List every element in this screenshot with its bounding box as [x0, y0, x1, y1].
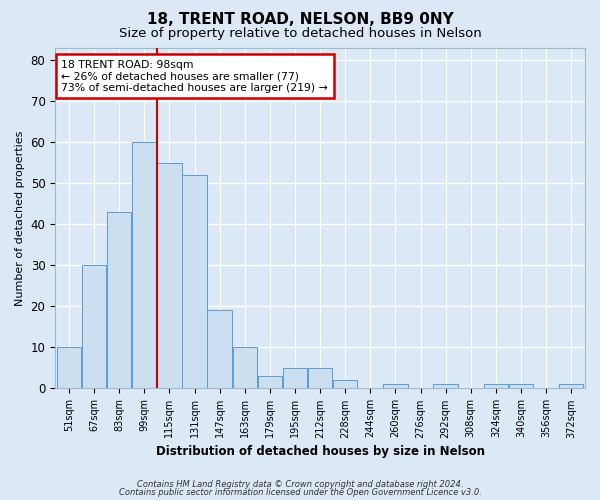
Bar [559, 384, 583, 388]
Text: 18 TRENT ROAD: 98sqm
← 26% of detached houses are smaller (77)
73% of semi-detac: 18 TRENT ROAD: 98sqm ← 26% of detached h… [61, 60, 328, 93]
Bar [182, 175, 206, 388]
Bar [509, 384, 533, 388]
Bar [433, 384, 458, 388]
Text: 18, TRENT ROAD, NELSON, BB9 0NY: 18, TRENT ROAD, NELSON, BB9 0NY [146, 12, 454, 28]
Bar [208, 310, 232, 388]
Text: Contains public sector information licensed under the Open Government Licence v3: Contains public sector information licen… [119, 488, 481, 497]
Bar [157, 162, 182, 388]
Bar [308, 368, 332, 388]
Bar [484, 384, 508, 388]
Bar [132, 142, 157, 388]
Bar [82, 265, 106, 388]
Text: Contains HM Land Registry data © Crown copyright and database right 2024.: Contains HM Land Registry data © Crown c… [137, 480, 463, 489]
Bar [233, 348, 257, 389]
Bar [257, 376, 282, 388]
Bar [107, 212, 131, 388]
Y-axis label: Number of detached properties: Number of detached properties [15, 130, 25, 306]
Bar [383, 384, 407, 388]
Bar [333, 380, 358, 388]
Bar [57, 348, 81, 389]
Bar [283, 368, 307, 388]
Text: Size of property relative to detached houses in Nelson: Size of property relative to detached ho… [119, 28, 481, 40]
X-axis label: Distribution of detached houses by size in Nelson: Distribution of detached houses by size … [155, 444, 485, 458]
